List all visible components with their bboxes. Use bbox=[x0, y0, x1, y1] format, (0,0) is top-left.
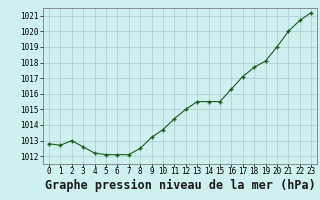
X-axis label: Graphe pression niveau de la mer (hPa): Graphe pression niveau de la mer (hPa) bbox=[44, 179, 316, 192]
